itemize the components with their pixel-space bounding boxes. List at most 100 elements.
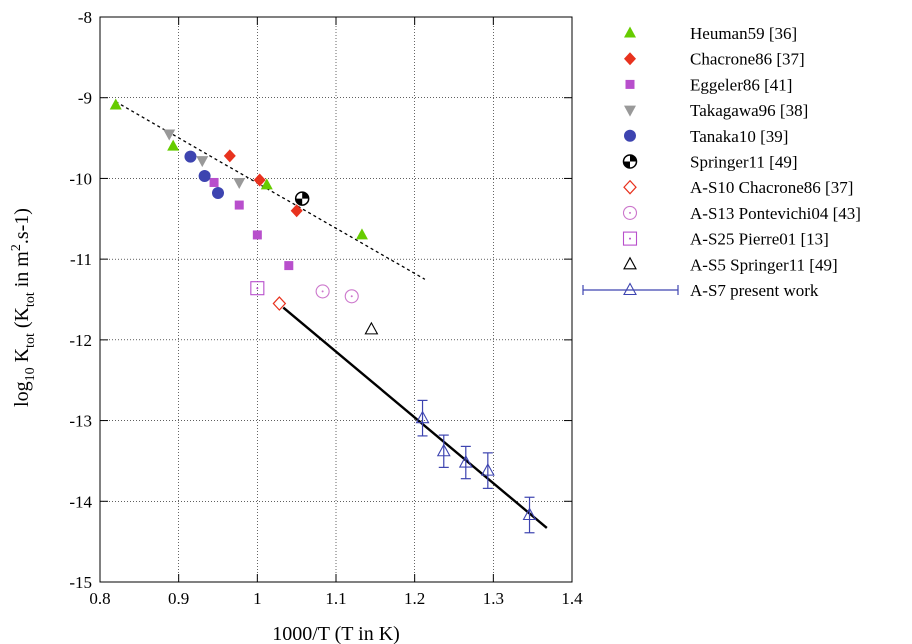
- data-point: [196, 156, 209, 168]
- data-point: [209, 177, 219, 187]
- legend-label: A-S13 Pontevichi04 [43]: [690, 204, 861, 223]
- legend-item: A-S13 Pontevichi04 [43]: [622, 204, 861, 223]
- legend-item: Chacrone86 [37]: [624, 50, 805, 69]
- y-tick-label: -11: [70, 250, 92, 269]
- data-point: [480, 462, 495, 476]
- legend-item: A-S25 Pierre01 [13]: [622, 230, 829, 249]
- legend-marker: [624, 52, 636, 66]
- data-point-ring: [315, 284, 330, 299]
- axis-ticks: [99, 16, 573, 583]
- x-tick-label: 1: [253, 589, 262, 608]
- x-tick-labels: 0.8 0.9 1 1.1 1.2 1.3 1.4: [89, 589, 583, 608]
- data-point-dot: [350, 295, 353, 298]
- y-tick-labels: -8 -9 -10 -11 -12 -13 -14 -15: [69, 8, 92, 592]
- legend-marker: [623, 256, 637, 270]
- legend-marker-dot: [629, 211, 631, 214]
- series-0: [109, 98, 368, 240]
- y-tick-label: -14: [69, 492, 92, 511]
- data-point: [290, 204, 303, 218]
- x-tick-label: 1.1: [325, 589, 346, 608]
- data-point: [415, 410, 430, 424]
- data-point: [250, 281, 265, 296]
- data-point: [458, 454, 473, 468]
- series-2: [209, 177, 294, 271]
- legend-item: A-S10 Chacrone86 [37]: [623, 178, 853, 197]
- data-point: [355, 228, 368, 240]
- legend-marker: [624, 129, 636, 142]
- data-point: [436, 443, 451, 457]
- legend-label: A-S5 Springer11 [49]: [690, 255, 838, 274]
- y-axis-label: log10 Ktot (Ktot in m2.s-1): [9, 208, 38, 407]
- legend-marker: [623, 282, 637, 296]
- legend-marker-ring: [622, 205, 638, 220]
- x-tick-label: 1.2: [404, 589, 425, 608]
- fit-lines: [115, 101, 548, 529]
- legend-label: A-S10 Chacrone86 [37]: [690, 178, 853, 197]
- legend-item: A-S7 present work: [582, 281, 819, 300]
- x-tick-label: 1.3: [483, 589, 504, 608]
- legend-marker: [622, 231, 638, 246]
- legend-marker: [622, 205, 638, 220]
- legend-label: Springer11 [49]: [690, 153, 798, 172]
- series-7: [315, 284, 359, 304]
- legend-marker: [623, 179, 637, 195]
- data-marks: [109, 98, 537, 534]
- data-point: [260, 178, 273, 190]
- legend-label: Tanaka10 [39]: [690, 127, 788, 146]
- legend-label: A-S7 present work: [690, 281, 819, 300]
- data-point: [184, 150, 197, 163]
- y-tick-label: -8: [78, 8, 92, 27]
- x-tick-label: 0.9: [168, 589, 189, 608]
- series-6: [272, 296, 287, 311]
- legend-marker: [624, 105, 636, 117]
- legend-label: Chacrone86 [37]: [690, 50, 805, 69]
- y-tick-label: -13: [69, 412, 92, 431]
- legend-item: Takagawa96 [38]: [624, 101, 808, 120]
- y-tick-label: -9: [78, 89, 92, 108]
- y-tick-label: -10: [69, 169, 92, 188]
- legend-item: Springer11 [49]: [622, 153, 798, 172]
- legend-marker-q1: [630, 155, 637, 162]
- grid: [100, 17, 572, 582]
- data-point-frame: [250, 281, 265, 296]
- data-point-q3: [295, 198, 303, 206]
- legend-label: Heuman59 [36]: [690, 24, 797, 43]
- data-point: [272, 296, 287, 311]
- legend: Heuman59 [36] Chacrone86 [37] Eggeler86 [4…: [582, 24, 861, 300]
- legend-label: Takagawa96 [38]: [690, 101, 808, 120]
- legend-marker-dot: [629, 237, 631, 240]
- series-9: [364, 321, 379, 335]
- data-point-q1: [302, 192, 309, 199]
- data-point: [198, 170, 211, 183]
- legend-label: A-S25 Pierre01 [13]: [690, 230, 829, 249]
- data-point: [253, 173, 266, 187]
- series-1: [223, 149, 303, 218]
- legend-marker-q3: [623, 161, 630, 168]
- data-point: [233, 177, 246, 189]
- legend-label: Eggeler86 [41]: [690, 75, 792, 94]
- data-point: [294, 191, 310, 206]
- data-point: [344, 289, 359, 304]
- data-point: [167, 139, 180, 151]
- legend-item: A-S5 Springer11 [49]: [623, 255, 838, 274]
- legend-marker: [622, 154, 638, 169]
- series-8: [250, 281, 265, 296]
- legend-item: Eggeler86 [41]: [625, 75, 792, 94]
- legend-item: Tanaka10 [39]: [624, 127, 788, 146]
- data-point-ring: [344, 289, 359, 304]
- data-point: [252, 230, 262, 240]
- legend-marker: [624, 26, 636, 38]
- fit-line-solid: [282, 306, 548, 529]
- y-tick-label: -15: [69, 573, 92, 592]
- fit-line-dotted: [115, 101, 426, 280]
- series-5: [294, 191, 310, 206]
- y-tick-label: -12: [69, 331, 92, 350]
- series-4: [184, 150, 224, 199]
- data-point: [364, 321, 379, 335]
- x-tick-label: 0.8: [89, 589, 110, 608]
- data-point: [284, 261, 294, 271]
- data-point: [163, 129, 176, 141]
- legend-item: Heuman59 [36]: [624, 24, 797, 43]
- data-point-dot: [256, 287, 259, 290]
